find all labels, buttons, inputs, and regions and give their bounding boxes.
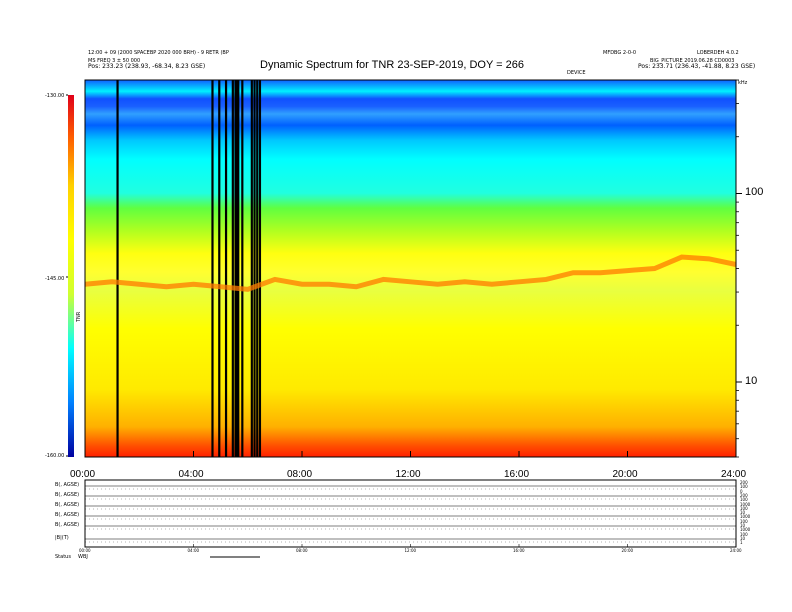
bottom-footer-code: WBJ	[78, 554, 88, 560]
chart-title: Dynamic Spectrum for TNR 23-SEP-2019, DO…	[260, 59, 525, 71]
bottom-panel-right-tick: 100	[740, 497, 748, 503]
x-tick-label: 08:00	[287, 469, 313, 480]
plasma-line-trace	[84, 254, 737, 292]
bottom-panel-right-tick: 1000	[740, 527, 751, 533]
bottom-x-tick-label: 12:00	[404, 548, 417, 553]
bottom-panel-right-tick: 10	[740, 510, 746, 516]
bottom-panel-right-tick: 1	[740, 540, 743, 546]
bottom-panel-frame	[84, 479, 737, 548]
bottom-x-tick-label: 04:00	[187, 548, 200, 553]
bottom-x-tick-label: 00:00	[79, 548, 91, 553]
bottom-panel-row-label: B(, AGSE)	[55, 502, 80, 508]
header-position-right: Pos: 233.71 (236.43, -41.88, 8.23 GSE)	[638, 63, 756, 70]
colorbar-tick-label: -145.00	[45, 276, 65, 282]
y-tick-label: 10	[745, 374, 758, 387]
bottom-panel-row-label: B(, AGSE)	[55, 482, 80, 488]
colorbar	[68, 95, 74, 457]
bottom-panel-right-tick: 100	[740, 484, 748, 490]
bottom-panel-row-label: B(, AGSE)	[55, 512, 80, 518]
x-tick-label: 20:00	[612, 469, 638, 480]
header-position-left: Pos: 233.23 (238.93, -68.34, 8.23 GSE)	[88, 63, 206, 70]
header-info-line2: MS FREQ 3 ± 50 000	[88, 58, 141, 64]
bottom-panel-right-tick: 200	[740, 480, 748, 485]
x-tick-label: 12:00	[395, 469, 421, 480]
bottom-x-tick-label: 20:00	[621, 548, 634, 553]
y-axis-unit: kHz	[738, 80, 748, 86]
header-info-line1: 12:00 + 09 (2000 SPACEBP 2020 000 BRH) -…	[88, 50, 229, 56]
device-label: DEVICE	[567, 70, 586, 76]
x-tick-label: 00:00	[70, 469, 96, 480]
colorbar-tick-label: -130.00	[45, 93, 65, 99]
bottom-panel-right-tick: 0	[740, 488, 743, 494]
bottom-panel-row-label: |B|(T)	[55, 535, 69, 541]
header-info-right2: LOBERDEH 4.0.2	[697, 50, 739, 56]
bottom-panel-row-label: B(, AGSE)	[55, 492, 80, 498]
bottom-panel-right-tick: 10	[740, 523, 746, 528]
bottom-panel-right-tick: 100	[740, 505, 748, 511]
bottom-x-tick-label: 24:00	[730, 548, 742, 553]
x-tick-label: 16:00	[504, 469, 530, 480]
x-tick-label: 04:00	[178, 469, 204, 480]
bottom-panel-right-tick: 1000	[740, 514, 751, 520]
bottom-panel-row-label: B(, AGSE)	[55, 522, 80, 528]
y-tick-label: 100	[745, 186, 764, 199]
bottom-panel-right-tick: 10	[740, 535, 746, 541]
header-info-right1: MFDBG 2-0-0	[603, 50, 636, 56]
bottom-x-tick-label: 16:00	[513, 548, 525, 553]
bottom-footer-status: Status	[55, 554, 71, 560]
bottom-panel-right-tick: 200	[740, 492, 748, 498]
bottom-panel-right-tick: 100	[740, 531, 748, 537]
header-info-right3: BIG_PICTURE 2019.06.28 CD0003	[650, 58, 735, 64]
bottom-panel-right-tick: 1000	[740, 501, 751, 507]
x-tick-label: 24:00	[721, 469, 747, 480]
bottom-panel-right-tick: 100	[740, 518, 748, 524]
colorbar-tick-label: -160.00	[45, 453, 65, 459]
bottom-x-tick-label: 08:00	[296, 548, 308, 553]
